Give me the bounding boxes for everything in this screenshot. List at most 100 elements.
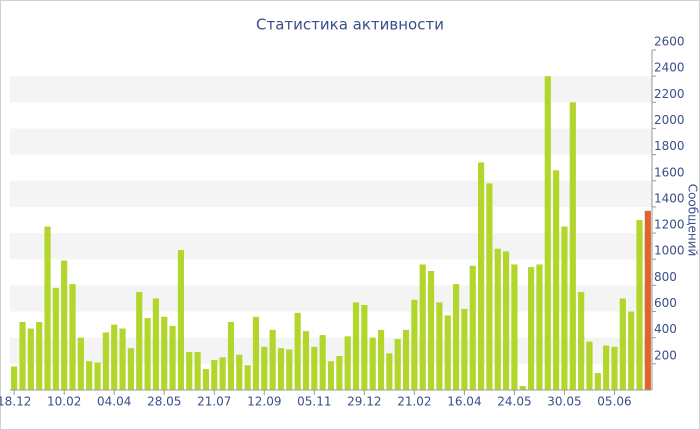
grid-band xyxy=(10,76,652,103)
bar xyxy=(177,250,185,390)
bar xyxy=(561,226,568,390)
bar xyxy=(311,346,318,390)
bar xyxy=(102,332,109,390)
bar xyxy=(286,349,293,390)
bar xyxy=(503,251,510,390)
y-tick-label: 600 xyxy=(654,296,677,310)
bar xyxy=(27,328,34,390)
x-tick-label: 18.12 xyxy=(0,395,31,409)
bar xyxy=(569,102,576,391)
bar xyxy=(144,318,151,390)
bar xyxy=(603,345,610,390)
y-tick-label: 2200 xyxy=(654,87,685,101)
y-tick-label: 1600 xyxy=(654,165,685,179)
bar xyxy=(294,312,301,390)
y-tick-label: 400 xyxy=(654,322,677,336)
y-tick-label: 1400 xyxy=(654,191,685,205)
bar xyxy=(152,298,159,390)
bar xyxy=(52,288,59,390)
bar xyxy=(578,291,585,390)
bar xyxy=(244,365,251,390)
x-tick-label: 24.05 xyxy=(497,395,531,409)
bar xyxy=(61,260,68,390)
bar xyxy=(494,248,501,390)
bar xyxy=(344,336,351,390)
bar xyxy=(644,210,651,390)
y-tick-label: 1800 xyxy=(654,139,685,153)
bar xyxy=(236,354,243,390)
bar xyxy=(36,322,43,390)
grid-band xyxy=(10,128,652,155)
y-tick-label: 200 xyxy=(654,348,677,362)
bar xyxy=(402,329,410,390)
y-tick-label: 2400 xyxy=(654,61,685,75)
bar xyxy=(327,361,335,390)
x-tick-label: 29.12 xyxy=(347,395,381,409)
bar xyxy=(69,284,76,390)
bar xyxy=(361,305,368,390)
bar xyxy=(377,329,385,390)
bar xyxy=(619,298,626,390)
bar xyxy=(269,329,276,390)
bar xyxy=(44,226,51,390)
bar xyxy=(461,308,468,390)
bar xyxy=(386,353,393,390)
bar xyxy=(536,264,543,390)
bar xyxy=(511,264,518,390)
bar xyxy=(411,299,418,390)
y-tick-label: 1200 xyxy=(654,218,685,232)
bar xyxy=(628,311,635,390)
bar xyxy=(486,183,493,390)
bar xyxy=(277,348,285,390)
bar xyxy=(202,369,210,390)
bar xyxy=(553,170,560,390)
bar xyxy=(352,302,360,390)
bar xyxy=(94,362,101,390)
bar xyxy=(127,348,134,390)
bar xyxy=(436,302,443,390)
bar xyxy=(444,315,451,390)
bar xyxy=(611,346,618,390)
bar xyxy=(86,361,93,390)
x-tick-label: 28.05 xyxy=(147,395,181,409)
x-tick-label: 21.02 xyxy=(397,395,431,409)
bar xyxy=(302,331,310,390)
bar xyxy=(219,357,226,390)
y-tick-label: 800 xyxy=(654,270,677,284)
x-tick-label: 21.07 xyxy=(197,395,231,409)
bar xyxy=(227,322,235,390)
chart-title: Статистика активности xyxy=(256,16,444,34)
bar xyxy=(419,264,426,390)
bar xyxy=(77,337,84,390)
bar xyxy=(369,337,376,390)
bar xyxy=(544,76,551,391)
bar xyxy=(394,339,401,390)
bar xyxy=(136,291,143,390)
y-tick-label: 2000 xyxy=(654,113,685,127)
bar xyxy=(519,386,526,390)
bar xyxy=(469,265,476,390)
bar xyxy=(169,325,176,390)
bar xyxy=(636,220,643,390)
x-tick-label: 12.09 xyxy=(247,395,281,409)
x-tick-label: 05.06 xyxy=(597,395,631,409)
y-axis-label: Сообщений xyxy=(686,184,700,257)
x-tick-label: 30.05 xyxy=(547,395,581,409)
y-tick-label: 1000 xyxy=(654,244,685,258)
bar xyxy=(336,356,343,390)
bar xyxy=(186,352,193,390)
bar xyxy=(252,316,260,390)
y-tick-label: 2600 xyxy=(654,35,685,49)
x-tick-label: 10.02 xyxy=(47,395,81,409)
bar xyxy=(19,322,26,390)
bar xyxy=(594,373,601,390)
bar xyxy=(119,328,126,390)
bar xyxy=(452,284,460,390)
bar xyxy=(528,267,535,390)
bar xyxy=(477,162,485,390)
bar xyxy=(261,346,268,390)
bar xyxy=(161,316,168,390)
bar xyxy=(194,352,201,390)
bar xyxy=(211,359,218,390)
